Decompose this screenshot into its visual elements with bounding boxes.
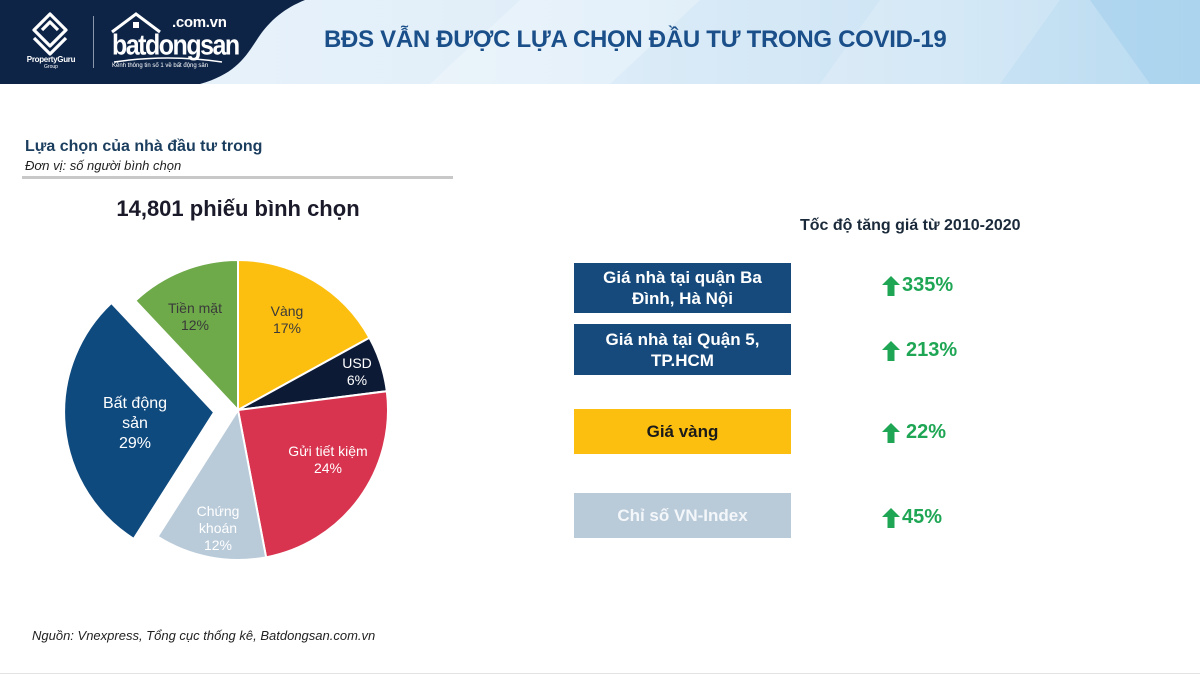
propertyguru-logo-icon: [32, 12, 68, 56]
pie-slice-vàng: [237, 258, 371, 412]
pie-slice-gửi-tiết-kiệm: [236, 390, 389, 559]
pie-slice-label: USD 6%: [342, 355, 372, 388]
asset-box-gold: Giá vàng: [574, 409, 791, 454]
propertyguru-name: PropertyGuru: [26, 55, 76, 64]
arrow-up-icon: [882, 275, 900, 296]
pie-slice-label: Tiền mặt 12%: [168, 300, 222, 333]
header-background: [0, 0, 1200, 84]
batdongsan-logo-text: batdongsan: [112, 29, 240, 62]
slide-header: PropertyGuru Group .com.vn batdongsan Kê…: [0, 0, 1200, 84]
asset-label-line1: Giá nhà tại Quận 5,: [605, 329, 760, 349]
pie-slice-label: Bất động sản 29%: [102, 395, 168, 452]
pie-slice-label: Gửi tiết kiệm 24%: [288, 443, 368, 476]
asset-label: Chỉ số VN-Index: [617, 506, 748, 525]
growth-value-vn-index: 45%: [882, 506, 942, 529]
batdongsan-tagline: Kênh thông tin số 1 về bất động sản: [112, 63, 209, 69]
bottom-divider: [0, 673, 1200, 674]
page-title: BĐS VẪN ĐƯỢC LỰA CHỌN ĐẦU TƯ TRONG COVID…: [324, 26, 947, 53]
propertyguru-group: Group: [44, 64, 58, 70]
source-note: Nguồn: Vnexpress, Tổng cục thống kê, Bat…: [32, 628, 376, 643]
asset-label: Giá vàng: [646, 422, 719, 441]
pie-slice-chứng-khoán: [156, 407, 268, 561]
arrow-up-icon: [882, 340, 900, 361]
growth-value-gold: 22%: [882, 421, 946, 444]
pie-slice-label: Chứng khoán 12%: [196, 503, 240, 553]
growth-value-ba-dinh: 335%: [882, 274, 953, 297]
pie-slice-tiền-mặt: [133, 258, 239, 413]
pie-slice-label: Vàng 17%: [270, 303, 304, 336]
logo-divider: [93, 16, 94, 68]
pie-chart: [63, 258, 389, 561]
batdongsan-domain: .com.vn: [172, 14, 227, 31]
asset-label-line2: TP.HCM: [651, 350, 714, 370]
asset-box-ba-dinh: Giá nhà tại quận Ba Đình, Hà Nội: [574, 263, 791, 313]
asset-box-quan-5: Giá nhà tại Quận 5, TP.HCM: [574, 324, 791, 375]
chart-unit: Đơn vị: số người bình chọn: [25, 158, 182, 173]
growth-value-quan-5: 213%: [882, 339, 957, 362]
logo-swoosh-icon: [113, 57, 223, 63]
chart-title: Lựa chọn của nhà đầu tư trong: [25, 138, 263, 155]
total-votes: 14,801 phiếu bình chọn: [116, 196, 360, 221]
house-icon: [111, 12, 161, 34]
pie-slice-bất-động-sản: [63, 301, 216, 541]
growth-rate-title: Tốc độ tăng giá từ 2010-2020: [800, 217, 1021, 234]
asset-box-vn-index: Chỉ số VN-Index: [574, 493, 791, 538]
asset-label-line1: Giá nhà tại quận Ba: [603, 268, 762, 287]
asset-label-line2: Đình, Hà Nội: [631, 289, 734, 308]
arrow-up-icon: [882, 507, 900, 528]
arrow-up-icon: [882, 422, 900, 443]
title-divider: [22, 176, 453, 179]
